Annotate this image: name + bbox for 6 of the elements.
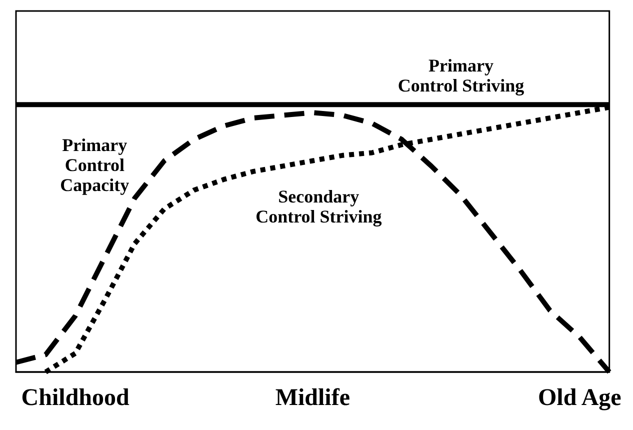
x-tick-label: Midlife bbox=[275, 385, 350, 411]
x-tick-label: Old Age bbox=[538, 385, 622, 411]
series-label: Primary Control Capacity bbox=[60, 135, 130, 196]
series-label: Secondary Control Striving bbox=[256, 186, 382, 226]
series-label: Primary Control Striving bbox=[398, 56, 524, 96]
x-tick-label: Childhood bbox=[21, 385, 130, 411]
